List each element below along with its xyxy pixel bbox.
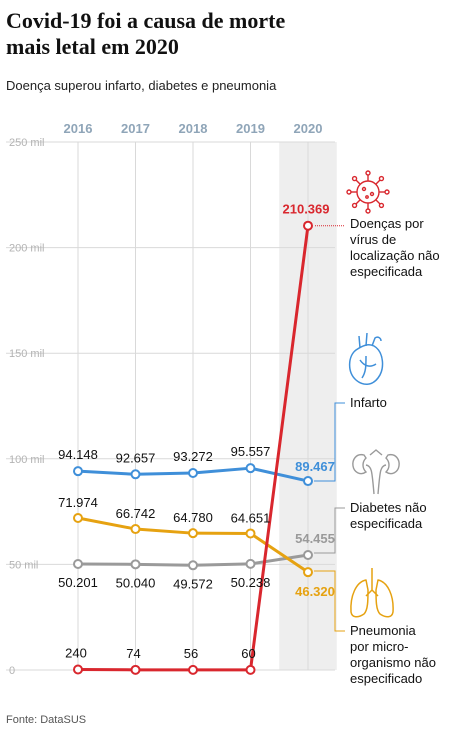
virus-icon-spike-tip [378, 202, 385, 209]
point-virus [73, 664, 83, 675]
chart-title: Covid-19 foi a causa de morte mais letal… [6, 8, 286, 59]
data-label-pneumonia: 46.320 [295, 584, 335, 599]
virus-icon-spike [355, 199, 361, 205]
x-tick-label: 2016 [64, 121, 93, 136]
data-label-infarto: 89.467 [295, 459, 335, 474]
virus-icon-spike-tip [346, 189, 352, 195]
data-label-diabetes: 50.201 [58, 575, 98, 590]
data-label-pneumonia: 64.780 [173, 510, 213, 525]
y-tick-label: 0 [9, 665, 15, 677]
data-label-virus: 60 [241, 646, 255, 661]
point-infarto [73, 466, 83, 477]
virus-icon-dot [365, 195, 369, 199]
legend-virus: Doenças por vírus de localização não especi… [350, 216, 440, 279]
data-label-virus: 240 [65, 645, 87, 660]
kidney-left [352, 453, 368, 475]
x-tick-label: 2020 [294, 121, 323, 136]
y-tick-label: 50 mil [9, 559, 38, 571]
data-label-infarto: 94.148 [58, 447, 98, 462]
point-virus [130, 664, 141, 675]
point-virus [303, 220, 313, 231]
point-diabetes [245, 558, 256, 569]
y-tick-label: 200 mil [9, 243, 44, 255]
data-label-pneumonia: 64.651 [231, 510, 271, 525]
data-label-virus: 56 [184, 646, 198, 661]
x-tick-label: 2019 [236, 121, 265, 136]
virus-icon-spike-tip [365, 208, 371, 214]
lungs-icon-right [375, 579, 394, 618]
kidneys-icon [352, 449, 400, 495]
lungs-icon-left [350, 579, 369, 618]
lungs-icon [350, 568, 394, 618]
chart-subtitle: Doença superou infarto, diabetes e pneum… [6, 78, 277, 93]
virus-icon-spike [375, 179, 381, 185]
connector-pneumonia [314, 570, 345, 632]
point-pneumonia [73, 512, 83, 523]
legend-infarto: Infarto [350, 395, 387, 410]
kidney-right [384, 453, 400, 475]
virus-icon-spike-tip [351, 175, 358, 182]
x-tick-label: 2017 [121, 121, 150, 136]
virus-icon-body [356, 180, 380, 204]
data-label-pneumonia: 66.742 [116, 506, 156, 521]
data-label-diabetes: 54.455 [295, 531, 335, 546]
virus-icon-spike-tip [351, 202, 358, 209]
point-diabetes [188, 560, 198, 571]
y-tick-label: 150 mil [9, 348, 44, 360]
heart-icon-vessels [358, 332, 382, 349]
data-label-diabetes: 50.040 [116, 575, 156, 590]
virus-icon-dot [369, 191, 375, 197]
data-label-diabetes: 49.572 [173, 576, 213, 591]
point-diabetes [303, 549, 313, 560]
virus-icon-spike [375, 199, 381, 205]
data-label-infarto: 95.557 [231, 444, 271, 459]
heart-icon-body [348, 344, 384, 385]
legend-pneumonia: Pneumonia por micro-organismo não especifi… [350, 623, 436, 686]
data-label-diabetes: 50.238 [231, 575, 271, 590]
virus-icon-spike-tip [384, 189, 390, 195]
point-virus [188, 664, 198, 675]
data-label-virus: 210.369 [283, 202, 330, 217]
connector-diabetes [314, 507, 345, 554]
virus-icon-spike-tip [378, 175, 385, 182]
virus-icon-spike [355, 179, 361, 185]
heart-icon-lines [359, 355, 377, 379]
y-tick-label: 250 mil [9, 137, 44, 149]
data-label-virus: 74 [126, 646, 140, 661]
point-infarto [245, 463, 256, 474]
point-virus [245, 664, 256, 675]
point-infarto [303, 476, 313, 487]
virus-icon [346, 170, 390, 214]
connector-infarto [314, 402, 345, 482]
point-infarto [130, 469, 141, 480]
data-label-pneumonia: 71.974 [58, 495, 98, 510]
heart-icon [348, 332, 384, 385]
point-diabetes [73, 558, 83, 569]
data-label-infarto: 93.272 [173, 449, 213, 464]
source-note: Fonte: DataSUS [6, 714, 87, 726]
lungs-icon-trachea [365, 568, 379, 597]
data-label-infarto: 92.657 [116, 450, 156, 465]
point-pneumonia [245, 528, 256, 539]
x-tick-label: 2018 [179, 121, 208, 136]
virus-icon-spike-tip [365, 170, 371, 176]
point-pneumonia [188, 528, 198, 539]
y-tick-label: 100 mil [9, 454, 44, 466]
kidney-tubes [365, 449, 387, 495]
point-pneumonia [303, 567, 313, 578]
legend-diabetes: Diabetes não especificada [350, 500, 427, 531]
virus-icon-dot [361, 186, 367, 192]
point-pneumonia [130, 524, 141, 535]
point-diabetes [130, 559, 141, 570]
point-infarto [188, 468, 198, 479]
